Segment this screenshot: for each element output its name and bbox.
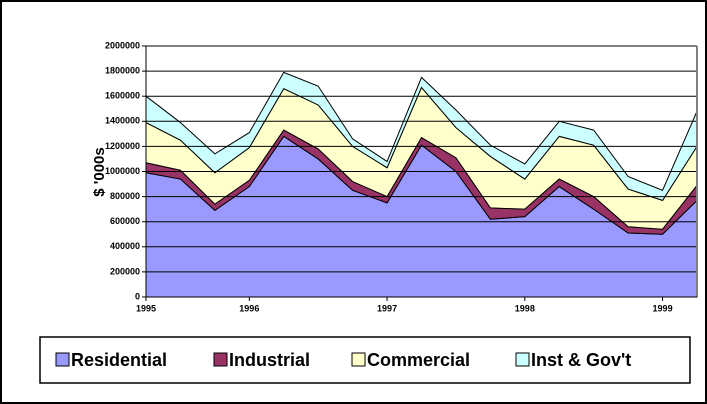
legend-label: Residential	[71, 350, 167, 370]
y-tick-label: 400000	[110, 241, 140, 251]
legend-label: Commercial	[367, 350, 470, 370]
y-tick-label: 1000000	[105, 166, 140, 176]
legend-label: Inst & Gov't	[531, 350, 631, 370]
y-tick-label: 600000	[110, 216, 140, 226]
x-tick-label: 1996	[239, 303, 259, 313]
y-tick-label: 1200000	[105, 141, 140, 151]
y-tick-label: 0	[135, 291, 140, 301]
legend-swatch	[515, 352, 530, 367]
x-tick-label: 1997	[377, 303, 397, 313]
legend-swatch	[351, 352, 366, 367]
legend-swatch	[55, 352, 70, 367]
y-tick-label: 800000	[110, 191, 140, 201]
y-tick-label: 1400000	[105, 116, 140, 126]
x-tick-label: 1998	[515, 303, 535, 313]
y-tick-label: 1600000	[105, 91, 140, 101]
y-tick-label: 200000	[110, 266, 140, 276]
y-tick-label: 2000000	[105, 40, 140, 50]
x-tick-label: 1995	[136, 303, 156, 313]
y-axis-label: $ '000s	[91, 147, 108, 196]
y-tick-label: 1800000	[105, 65, 140, 75]
legend-swatch	[213, 352, 228, 367]
x-tick-label: 1999	[653, 303, 673, 313]
legend-label: Industrial	[229, 350, 310, 370]
